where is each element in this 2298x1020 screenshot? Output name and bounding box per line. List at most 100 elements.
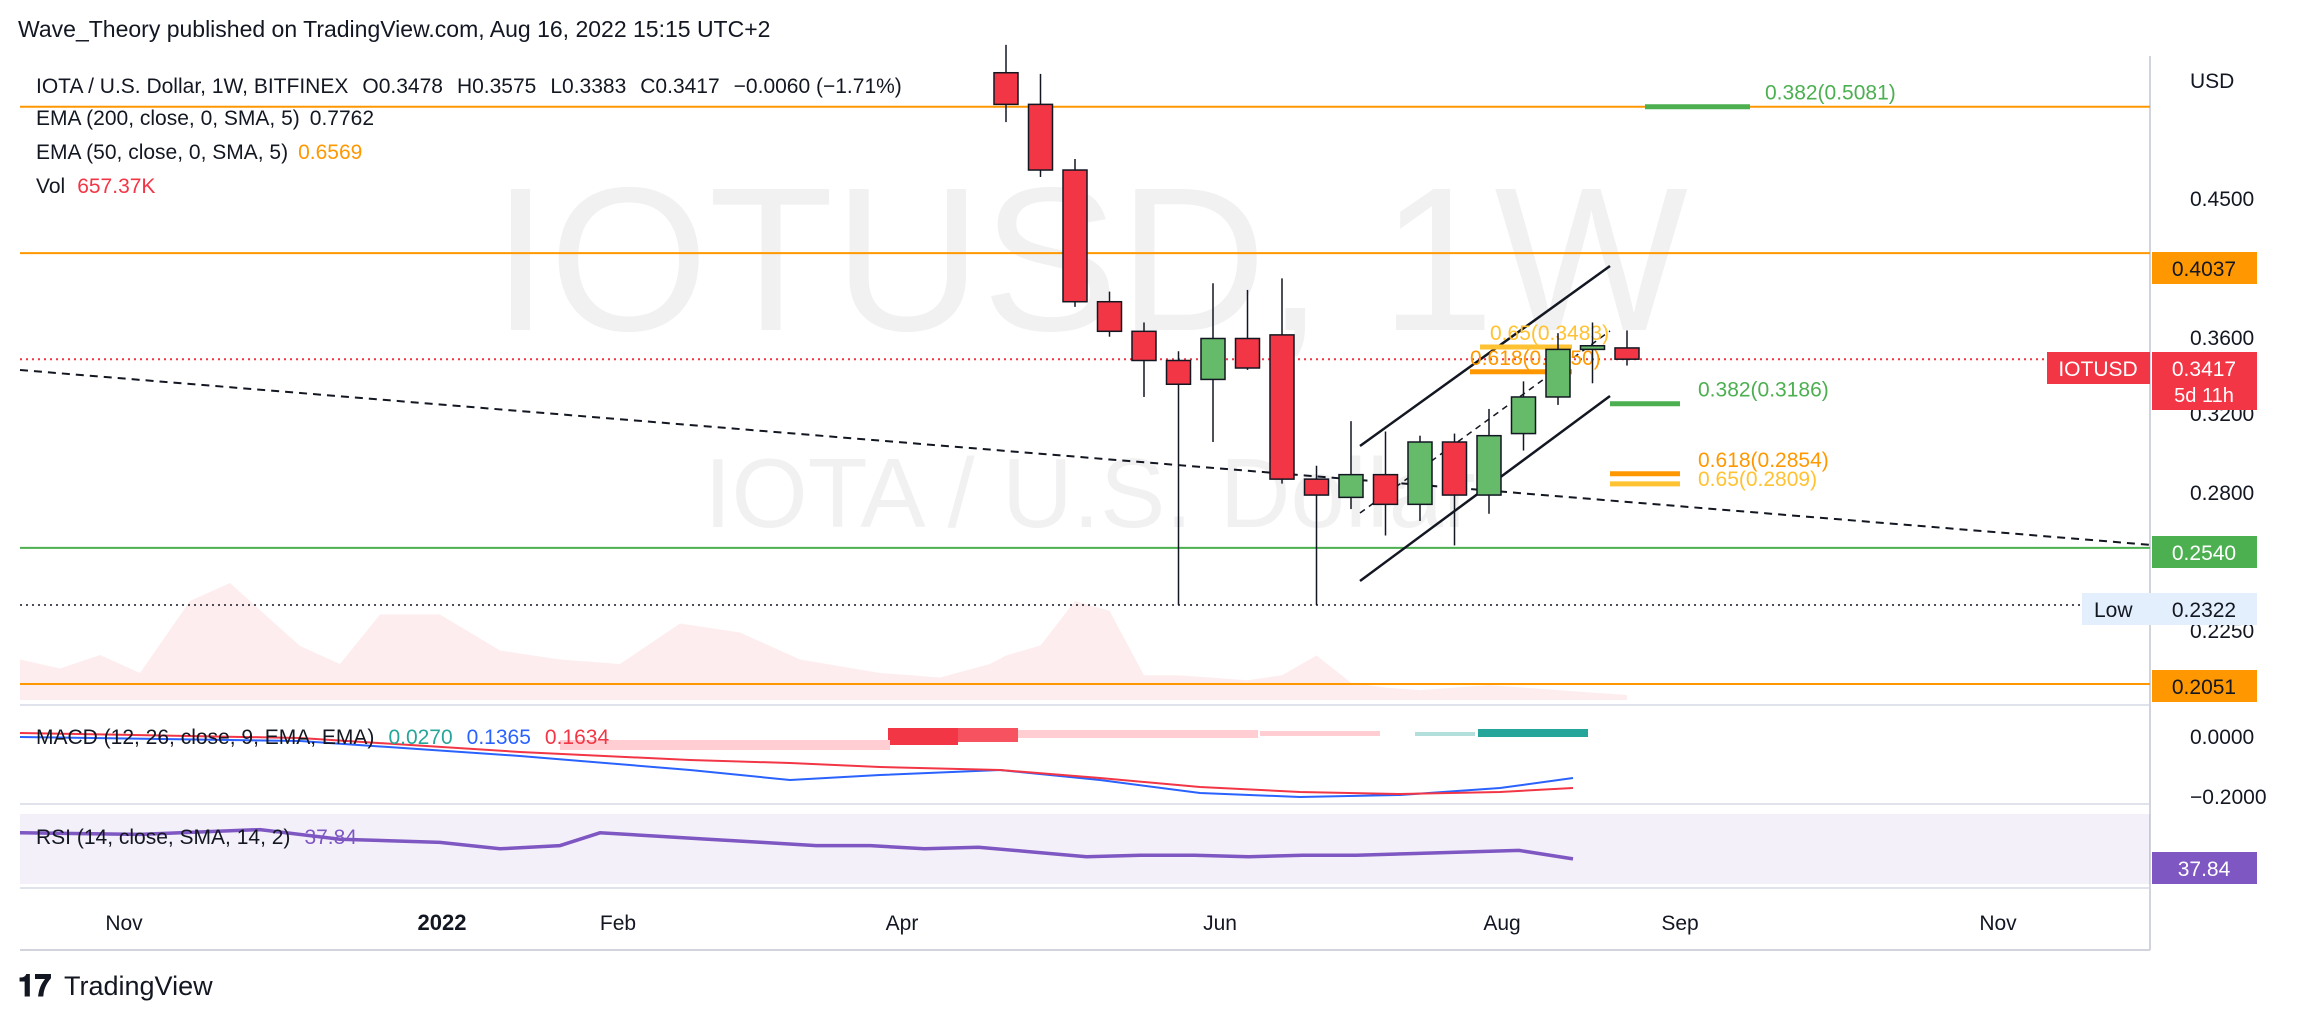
volume-layer xyxy=(20,583,1627,700)
candle-2022-05-09 xyxy=(1165,351,1192,606)
candle-2022-05-16 xyxy=(1200,283,1226,443)
ohlc-open: O0.3478 xyxy=(362,75,443,98)
candle-2022-07-18 xyxy=(1510,381,1537,451)
candle-body xyxy=(1165,359,1192,386)
bar-countdown: 5d 11h xyxy=(2174,385,2234,407)
macd-hist-value: 0.0270 xyxy=(388,726,452,749)
candle-body xyxy=(1234,337,1261,369)
footer-brand: TradingView xyxy=(64,971,213,1001)
ema50-value: 0.6569 xyxy=(298,141,362,164)
candle-2022-06-06 xyxy=(1303,465,1330,606)
candle-body xyxy=(993,71,1019,106)
candle-body xyxy=(1062,169,1088,303)
svg-text:0.2540: 0.2540 xyxy=(2172,542,2236,565)
long-term-trendline[interactable] xyxy=(19,369,2153,546)
candle-2022-07-04 xyxy=(1441,433,1468,546)
fib-label-3: 0.382(0.3186) xyxy=(1698,379,1829,402)
ohlc-close: C0.3417 xyxy=(640,75,719,98)
legend: IOTA / U.S. Dollar, 1W, BITFINEX O0.3478 H… xyxy=(36,75,902,198)
volume-area xyxy=(20,583,1627,700)
candle-2022-08-01 xyxy=(1579,322,1606,384)
candle-2022-04-04 xyxy=(993,44,1019,123)
candle-2022-07-11 xyxy=(1476,408,1502,514)
grid-lines xyxy=(20,56,2151,951)
time-tick-6: Sep xyxy=(1661,912,1698,935)
rsi-label: RSI (14, close, SMA, 14, 2) xyxy=(36,826,290,849)
macd-pane[interactable]: MACD (12, 26, close, 9, EMA, EMA) 0.0270 0… xyxy=(19,726,2267,809)
candle-2022-05-02 xyxy=(1131,322,1157,397)
macd-hist-block-1 xyxy=(958,728,1018,742)
candle-2022-06-20 xyxy=(1372,431,1399,536)
time-tick-3: Apr xyxy=(886,912,919,935)
candle-2022-04-18 xyxy=(1062,159,1088,307)
candle-2022-05-30 xyxy=(1269,278,1295,484)
macd-signal-line xyxy=(19,732,1574,796)
svg-text:IOTA / U.S. Dollar, 1W, BITFIN: IOTA / U.S. Dollar, 1W, BITFINEX O0.3478 H… xyxy=(36,75,902,98)
level-badge-0.4037: 0.4037 xyxy=(2152,252,2257,284)
candles xyxy=(993,44,1640,606)
macd-hist-block-4 xyxy=(1415,732,1475,736)
candle-body xyxy=(1614,347,1640,360)
ema50-label: EMA (50, close, 0, SMA, 5) xyxy=(36,141,288,164)
low-badge: Low 0.2322 xyxy=(2082,593,2257,625)
macd-hist-block-2 xyxy=(1018,730,1258,738)
fib-label-2: 0.618(0.3350) xyxy=(1470,347,1601,370)
candle-body xyxy=(1545,348,1571,398)
time-axis[interactable]: Nov 2022 Feb Apr Jun Aug Sep Nov xyxy=(105,910,2017,935)
candle-2022-06-13 xyxy=(1338,421,1364,510)
candle-body xyxy=(1510,396,1537,435)
time-tick-5: Aug xyxy=(1483,912,1520,935)
fib-label-0: 0.382(0.5081) xyxy=(1765,82,1896,105)
watermark-ticker: IOTUSD, 1W xyxy=(492,145,1688,374)
axis-tick-1: 0.3600 xyxy=(2190,327,2254,350)
svg-text:0.2051: 0.2051 xyxy=(2172,676,2236,699)
ohlc-change: −0.0060 (−1.71%) xyxy=(734,75,902,98)
candle-body xyxy=(1372,473,1399,506)
candle-2022-04-11 xyxy=(1027,73,1054,177)
level-badge-0.2051: 0.2051 xyxy=(2152,670,2257,702)
axis-tick-3: 0.2250 xyxy=(2190,620,2254,643)
rsi-pane[interactable]: RSI (14, close, SMA, 14, 2) 37.84 37.84 xyxy=(19,814,2257,884)
rsi-band xyxy=(20,814,2150,884)
volume-label: Vol xyxy=(36,175,65,198)
axis-tick-2: 0.2800 xyxy=(2190,482,2254,505)
candle-body xyxy=(1303,478,1330,496)
svg-text:0.4037: 0.4037 xyxy=(2172,258,2236,281)
time-tick-1: 2022 xyxy=(418,910,467,935)
rsi-badge xyxy=(2152,852,2257,884)
candle-body xyxy=(1441,441,1468,496)
macd-hist-block-3 xyxy=(1260,731,1380,736)
level-badge-0.2540: 0.2540 xyxy=(2152,536,2257,568)
channel-upper-line[interactable] xyxy=(1359,264,1611,448)
rsi-value: 37.84 xyxy=(304,826,357,849)
current-price-ticker: IOTUSD xyxy=(2058,358,2137,381)
svg-text:RSI (14, close, SMA, 14, 2)37.: RSI (14, close, SMA, 14, 2) 37.84 xyxy=(36,826,357,849)
current-price-value: 0.3417 xyxy=(2172,358,2236,381)
candle-body xyxy=(1476,434,1502,496)
time-tick-4: Jun xyxy=(1203,912,1237,935)
low-badge-value: 0.2322 xyxy=(2172,599,2236,622)
macd-hist-block-5 xyxy=(1478,729,1588,737)
volume-value: 657.37K xyxy=(77,175,155,198)
macd-label: MACD (12, 26, close, 9, EMA, EMA) xyxy=(36,726,374,749)
time-tick-7: Nov xyxy=(1979,912,2017,935)
macd-hist-block-0 xyxy=(888,728,958,745)
fib-label-1: 0.65(0.3483) xyxy=(1490,322,1609,345)
candle-2022-04-25 xyxy=(1096,291,1123,337)
svg-text:MACD (12, 26, close, 9, EMA, E: MACD (12, 26, close, 9, EMA, EMA) 0.0270 0… xyxy=(36,726,609,749)
time-tick-2: Feb xyxy=(600,912,636,935)
candle-2022-07-25 xyxy=(1545,333,1571,405)
ema200-label: EMA (200, close, 0, SMA, 5) xyxy=(36,107,300,130)
candle-2022-06-27 xyxy=(1407,435,1433,521)
axis-currency: USD xyxy=(2190,70,2234,93)
macd-line-value: 0.1365 xyxy=(467,726,531,749)
macd-hist-block-6 xyxy=(560,740,890,750)
low-badge-label: Low xyxy=(2094,599,2133,622)
ema200-value: 0.7762 xyxy=(310,107,374,130)
rsi-badge-value: 37.84 xyxy=(2178,858,2231,881)
candle-2022-08-08 xyxy=(1614,330,1640,366)
